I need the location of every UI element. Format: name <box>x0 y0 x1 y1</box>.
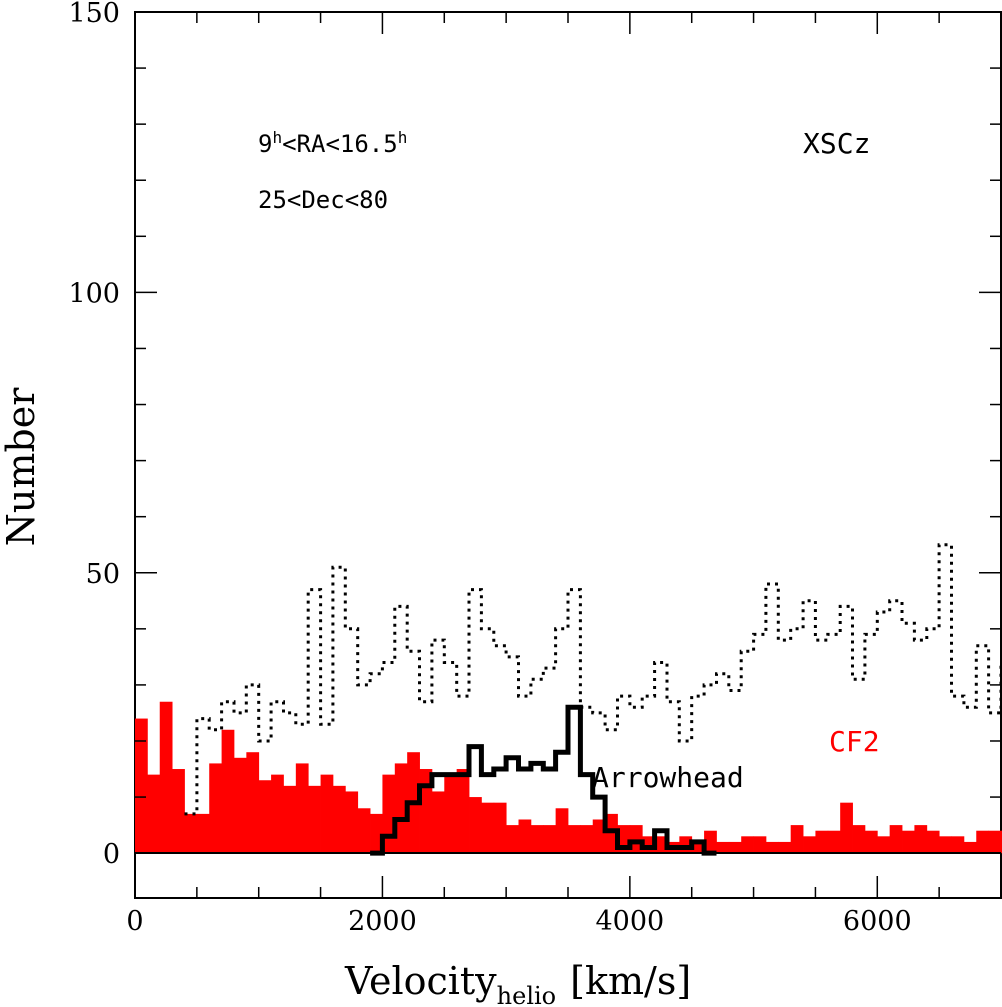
xscz-label: XSCz <box>803 127 870 160</box>
ra-upper-sup: h <box>398 128 408 147</box>
cf2-bar <box>320 774 334 854</box>
cf2-bar <box>951 836 965 854</box>
ra-lower: 9 <box>258 130 272 158</box>
cf2-bar <box>357 808 371 854</box>
cf2-bar <box>530 825 544 854</box>
x-tick-label: 6000 <box>843 906 912 937</box>
cf2-bar <box>481 802 495 854</box>
cf2-bar <box>456 769 470 854</box>
cf2-bar <box>308 785 321 854</box>
cf2-bar <box>233 757 247 854</box>
arrowhead-step-line <box>370 704 717 856</box>
y-tick-label: 50 <box>86 559 120 590</box>
cf2-bar <box>283 785 297 854</box>
cf2-bar <box>889 825 903 854</box>
cf2-bar <box>827 830 841 854</box>
cf2-bar <box>209 763 222 854</box>
cf2-bar <box>394 763 408 854</box>
cf2-bar <box>716 841 730 854</box>
cf2-bar <box>765 841 779 854</box>
cf2-bar <box>196 813 210 854</box>
axis-ticks: 0 2000 4000 6000 0 50 100 150 <box>68 0 1002 937</box>
cf2-bar <box>815 830 829 854</box>
cf2-bar <box>691 841 705 854</box>
cf2-bar <box>493 802 507 854</box>
cf2-bar <box>469 797 482 854</box>
cf2-bar <box>629 825 643 854</box>
cf2-bar <box>419 769 433 854</box>
cf2-bar <box>345 791 359 854</box>
ra-range-annotation: 9h<RA<16.5h <box>258 128 407 158</box>
cf2-bar <box>184 813 198 854</box>
cf2-bar <box>654 836 668 854</box>
cf2-bar <box>926 830 940 854</box>
cf2-bar <box>988 830 1002 854</box>
cf2-bars <box>135 701 1002 854</box>
cf2-bar <box>555 808 569 854</box>
cf2-bar <box>753 836 767 854</box>
cf2-bar <box>246 752 260 854</box>
cf2-bar <box>852 825 866 854</box>
cf2-bar <box>704 830 717 854</box>
y-tick-label: 150 <box>68 0 120 29</box>
y-tick-label: 100 <box>68 278 120 309</box>
cf2-bar <box>741 836 754 854</box>
ra-lower-sup: h <box>272 128 282 147</box>
cf2-bar <box>271 774 284 854</box>
cf2-bar <box>605 813 618 854</box>
cf2-bar <box>840 802 853 854</box>
cf2-bar <box>332 785 346 854</box>
x-tick-label: 4000 <box>595 906 664 937</box>
cf2-bar <box>295 763 309 854</box>
cf2-bar <box>221 729 235 854</box>
cf2-bar <box>790 825 804 854</box>
cf2-bar <box>778 841 792 854</box>
cf2-bar <box>382 774 396 854</box>
cf2-bar <box>172 769 185 854</box>
cf2-bar <box>963 841 977 854</box>
cf2-bar <box>864 830 878 854</box>
cf2-bar <box>135 718 148 854</box>
x-tick-label: 0 <box>126 906 143 937</box>
cf2-bar <box>976 830 990 854</box>
x-axis-title-main: Velocity <box>344 959 497 1003</box>
cf2-bar <box>803 836 816 854</box>
x-axis-title-units: [km/s] <box>570 959 691 1003</box>
x-axis-title-subscript: helio <box>497 982 556 1007</box>
cf2-bar <box>902 830 915 854</box>
ra-middle: <RA<16.5 <box>282 130 398 158</box>
cf2-bar <box>877 836 891 854</box>
y-tick-label: 0 <box>103 839 120 870</box>
arrowhead-label: Arrowhead <box>592 761 744 794</box>
cf2-bar <box>580 825 594 854</box>
x-axis-title: Velocityhelio [km/s] <box>344 959 691 1007</box>
cf2-bar <box>728 841 742 854</box>
cf2-bar <box>444 774 458 854</box>
x-tick-label: 2000 <box>348 906 417 937</box>
dec-range-annotation: 25<Dec<80 <box>258 186 388 214</box>
cf2-bar <box>543 825 557 854</box>
cf2-bar <box>258 780 272 854</box>
cf2-bar <box>159 701 173 854</box>
cf2-bar <box>939 836 952 854</box>
cf2-bar <box>506 825 519 854</box>
cf2-bar <box>518 819 532 854</box>
cf2-bar <box>592 819 606 854</box>
cf2-bar <box>568 825 581 854</box>
arrowhead-line-group <box>370 704 717 856</box>
cf2-bar <box>914 825 928 854</box>
cf2-label: CF2 <box>829 725 880 758</box>
y-axis-title: Number <box>0 387 43 547</box>
cf2-bar <box>370 813 383 854</box>
cf2-bar <box>147 774 161 854</box>
cf2-bar <box>431 791 445 854</box>
